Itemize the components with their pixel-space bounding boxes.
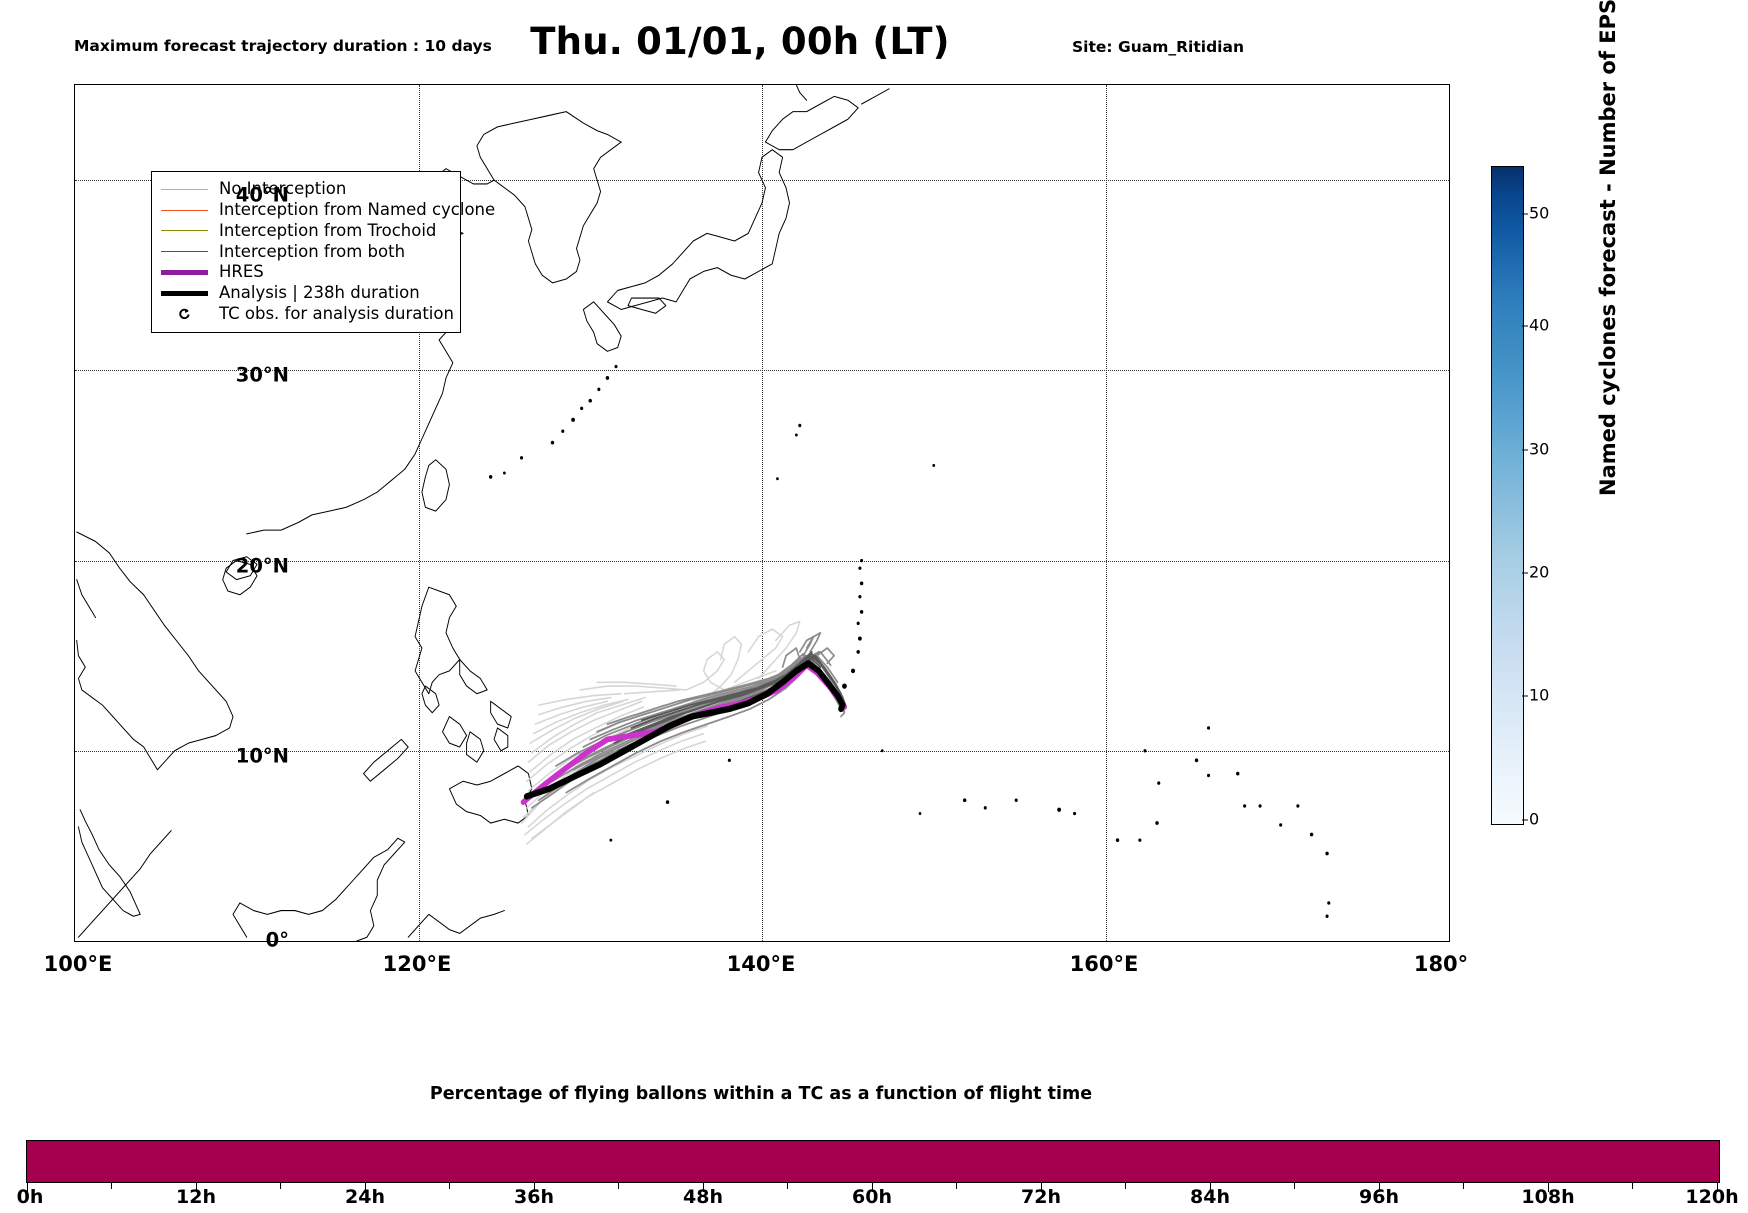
colorbar-tick-50: 50 xyxy=(1521,203,1550,223)
bottom-tick-label-0h: 0h xyxy=(16,1186,44,1208)
bottom-tickmark-30h xyxy=(449,1183,450,1189)
bottom-tickmark-0h xyxy=(27,1183,28,1192)
bottom-tick-label-72h: 72h xyxy=(1021,1186,1061,1208)
bottom-tickmark-24h xyxy=(365,1183,366,1192)
bottom-tick-label-24h: 24h xyxy=(345,1186,385,1208)
bottom-tick-label-12h: 12h xyxy=(176,1186,216,1208)
gridline-lon-160 xyxy=(1105,85,1107,941)
xtick-label-180: 180° xyxy=(1413,952,1469,976)
legend-item-no-interception: No Interception xyxy=(161,179,451,200)
bottom-tickmark-72h xyxy=(1041,1183,1042,1192)
legend-label-named-cyclone: Interception from Named cyclone xyxy=(219,199,496,219)
cyclone-icon-svg xyxy=(179,308,190,319)
bottom-tickmark-96h xyxy=(1379,1183,1380,1192)
xtick-label-120e: 120°E xyxy=(382,952,452,976)
map-legend: No Interception Interception from Named … xyxy=(151,171,495,333)
bottom-tickmark-60h xyxy=(872,1183,873,1192)
bottom-tickmark-102h xyxy=(1463,1183,1464,1189)
legend-label-both: Interception from both xyxy=(219,241,406,261)
bottom-tickmark-54h xyxy=(787,1183,788,1189)
colorbar-tick-0: 0 xyxy=(1521,809,1540,829)
bottom-bar-fill xyxy=(27,1141,1719,1182)
eps-ensemble-layer xyxy=(520,620,848,845)
legend-swatch-named-cyclone xyxy=(161,209,208,211)
legend-swatch-no-interception xyxy=(161,188,208,190)
legend-label-no-interception: No Interception xyxy=(219,179,347,199)
gridline-lat-10 xyxy=(75,750,1449,752)
gridline-lon-140 xyxy=(762,85,763,941)
colorbar-tick-40: 40 xyxy=(1521,315,1550,335)
bottom-tickmark-18h xyxy=(280,1183,281,1189)
legend-label-tc-obs: TC obs. for analysis duration xyxy=(219,303,454,323)
bottom-tick-label-84h: 84h xyxy=(1190,1186,1230,1208)
legend-item-analysis: Analysis | 238h duration xyxy=(161,283,451,304)
map-plot-area[interactable]: No Interception Interception from Named … xyxy=(74,84,1450,942)
page-title: Thu. 01/01, 00h (LT) xyxy=(530,20,950,63)
ytick-label-10: 10°N xyxy=(235,744,289,768)
bottom-tickmark-120h xyxy=(1717,1183,1718,1192)
bottom-tickmark-66h xyxy=(956,1183,957,1189)
gridline-lon-120 xyxy=(418,85,420,941)
bottom-bar-axis[interactable] xyxy=(26,1140,1720,1183)
ytick-label-30: 30°N xyxy=(235,363,289,387)
bottom-tickmark-36h xyxy=(534,1183,535,1192)
legend-swatch-both xyxy=(161,251,208,253)
ytick-label-40: 40°N xyxy=(235,183,289,207)
analysis-track xyxy=(523,660,846,800)
legend-swatch-trochoid xyxy=(161,230,208,232)
legend-swatch-hres xyxy=(161,270,208,276)
legend-item-trochoid: Interception from Trochoid xyxy=(161,221,451,242)
legend-item-tc-obs: TC obs. for analysis duration xyxy=(161,303,454,325)
legend-item-hres: HRES xyxy=(161,262,451,283)
colorbar-tick-30: 30 xyxy=(1521,439,1550,459)
coastlines-layer xyxy=(76,85,1331,941)
bottom-tickmark-6h xyxy=(111,1183,112,1189)
bottom-tickmark-108h xyxy=(1548,1183,1549,1192)
xtick-label-100e: 100°E xyxy=(43,952,113,976)
ytick-label-20: 20°N xyxy=(235,554,289,578)
map-vector-layer xyxy=(76,85,1331,941)
xtick-label-140e: 140°E xyxy=(726,952,796,976)
bottom-tickmark-114h xyxy=(1632,1183,1633,1189)
ytick-label-0: 0° xyxy=(265,928,289,952)
bottom-tick-label-120h: 120h xyxy=(1685,1186,1739,1208)
colorbar-tick-20: 20 xyxy=(1521,562,1550,582)
legend-label-trochoid: Interception from Trochoid xyxy=(219,220,437,240)
bottom-tick-label-96h: 96h xyxy=(1359,1186,1399,1208)
colorbar-tick-10: 10 xyxy=(1521,685,1550,705)
colorbar-axis-label: Named cyclones forecast - Number of EPS … xyxy=(1596,0,1620,496)
legend-item-named-cyclone: Interception from Named cyclone xyxy=(161,200,495,221)
bottom-tick-label-60h: 60h xyxy=(852,1186,892,1208)
gridline-lat-30 xyxy=(75,370,1449,372)
legend-label-analysis: Analysis | 238h duration xyxy=(219,283,420,303)
bottom-tickmark-42h xyxy=(618,1183,619,1189)
bottom-tickmark-84h xyxy=(1210,1183,1211,1192)
legend-swatch-analysis xyxy=(161,290,208,296)
legend-item-both: Interception from both xyxy=(161,241,451,262)
header-left-line-1: Maximum forecast trajectory duration : 1… xyxy=(74,37,492,56)
xtick-label-160e: 160°E xyxy=(1069,952,1139,976)
legend-label-hres: HRES xyxy=(219,262,264,282)
bottom-bar-title: Percentage of flying ballons within a TC… xyxy=(429,1084,1093,1104)
bottom-tickmark-90h xyxy=(1294,1183,1295,1189)
bottom-tickmark-78h xyxy=(1125,1183,1126,1189)
bottom-tickmark-48h xyxy=(703,1183,704,1192)
bottom-tick-label-48h: 48h xyxy=(683,1186,723,1208)
bottom-tick-label-108h: 108h xyxy=(1521,1186,1575,1208)
bottom-tickmark-12h xyxy=(196,1183,197,1192)
colorbar xyxy=(1491,166,1524,825)
gridline-lat-20 xyxy=(75,560,1449,562)
cyclone-icon xyxy=(161,308,208,321)
bottom-tick-label-36h: 36h xyxy=(514,1186,554,1208)
header-site: Site: Guam_Ritidian xyxy=(1072,38,1244,57)
